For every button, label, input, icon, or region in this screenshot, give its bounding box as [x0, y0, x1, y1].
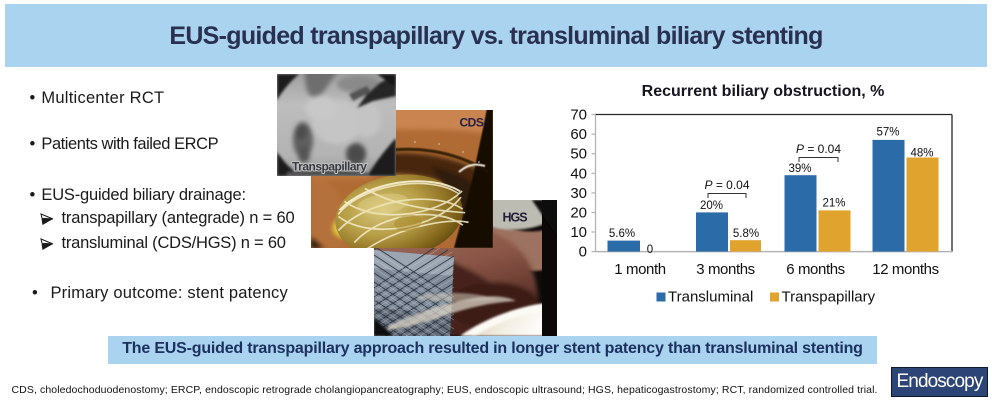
svg-text:3 months: 3 months	[696, 261, 755, 278]
svg-text:P = 0.04: P = 0.04	[704, 178, 749, 192]
svg-text:CDS: CDS	[460, 116, 484, 130]
svg-text:Recurrent biliary obstruction,: Recurrent biliary obstruction, %	[642, 83, 885, 100]
svg-text:57%: 57%	[876, 127, 899, 139]
svg-text:5.6%: 5.6%	[609, 228, 635, 240]
svg-text:12 months: 12 months	[872, 261, 938, 278]
svg-text:20: 20	[570, 205, 587, 222]
svg-text:1 month: 1 month	[614, 261, 665, 278]
svg-text:21%: 21%	[822, 198, 845, 210]
svg-text:6 months: 6 months	[786, 261, 845, 278]
svg-text:HGS: HGS	[503, 210, 528, 224]
svg-text:0: 0	[579, 244, 587, 261]
svg-text:50: 50	[570, 146, 587, 163]
svg-text:5.8%: 5.8%	[733, 228, 759, 240]
svg-text:40: 40	[570, 165, 587, 182]
svg-text:Transluminal: Transluminal	[668, 289, 753, 306]
svg-text:Transpapillary: Transpapillary	[292, 160, 367, 174]
svg-text:30: 30	[570, 185, 587, 202]
svg-text:70: 70	[570, 107, 587, 124]
svg-text:39%: 39%	[788, 163, 811, 175]
svg-text:48%: 48%	[910, 148, 933, 160]
svg-text:60: 60	[570, 126, 587, 143]
svg-text:10: 10	[570, 224, 587, 241]
svg-text:P = 0.04: P = 0.04	[796, 142, 841, 156]
svg-text:20%: 20%	[700, 200, 723, 212]
svg-text:Transpapillary: Transpapillary	[782, 289, 876, 306]
svg-text:0: 0	[647, 244, 653, 256]
